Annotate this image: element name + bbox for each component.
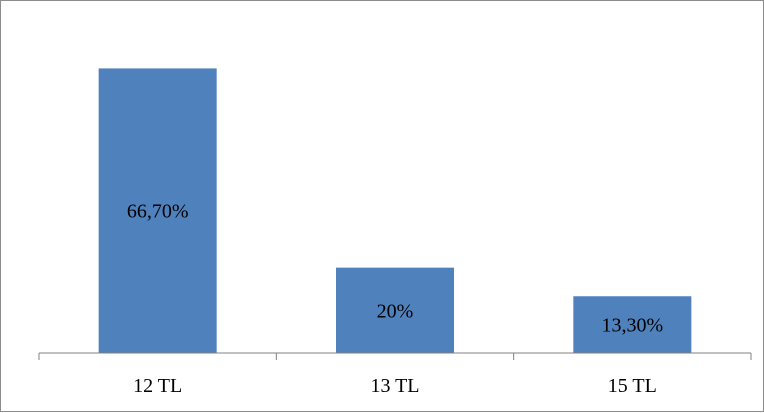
bars-layer: [98, 68, 692, 353]
x-axis: [38, 352, 752, 360]
x-tick-label: 12 TL: [133, 375, 182, 397]
data-label: 13,30%: [601, 315, 663, 337]
x-tick-label: 15 TL: [608, 375, 657, 397]
data-label: 20%: [377, 300, 414, 322]
labels-layer: 66,70% 12 TL 20% 13 TL 13,30% 15 TL: [127, 201, 663, 397]
bar-12-tl: [98, 68, 217, 353]
x-tick-label: 13 TL: [370, 375, 419, 397]
data-label: 66,70%: [127, 201, 189, 223]
bar-15-tl: [573, 296, 692, 353]
bar-13-tl: [336, 267, 454, 353]
